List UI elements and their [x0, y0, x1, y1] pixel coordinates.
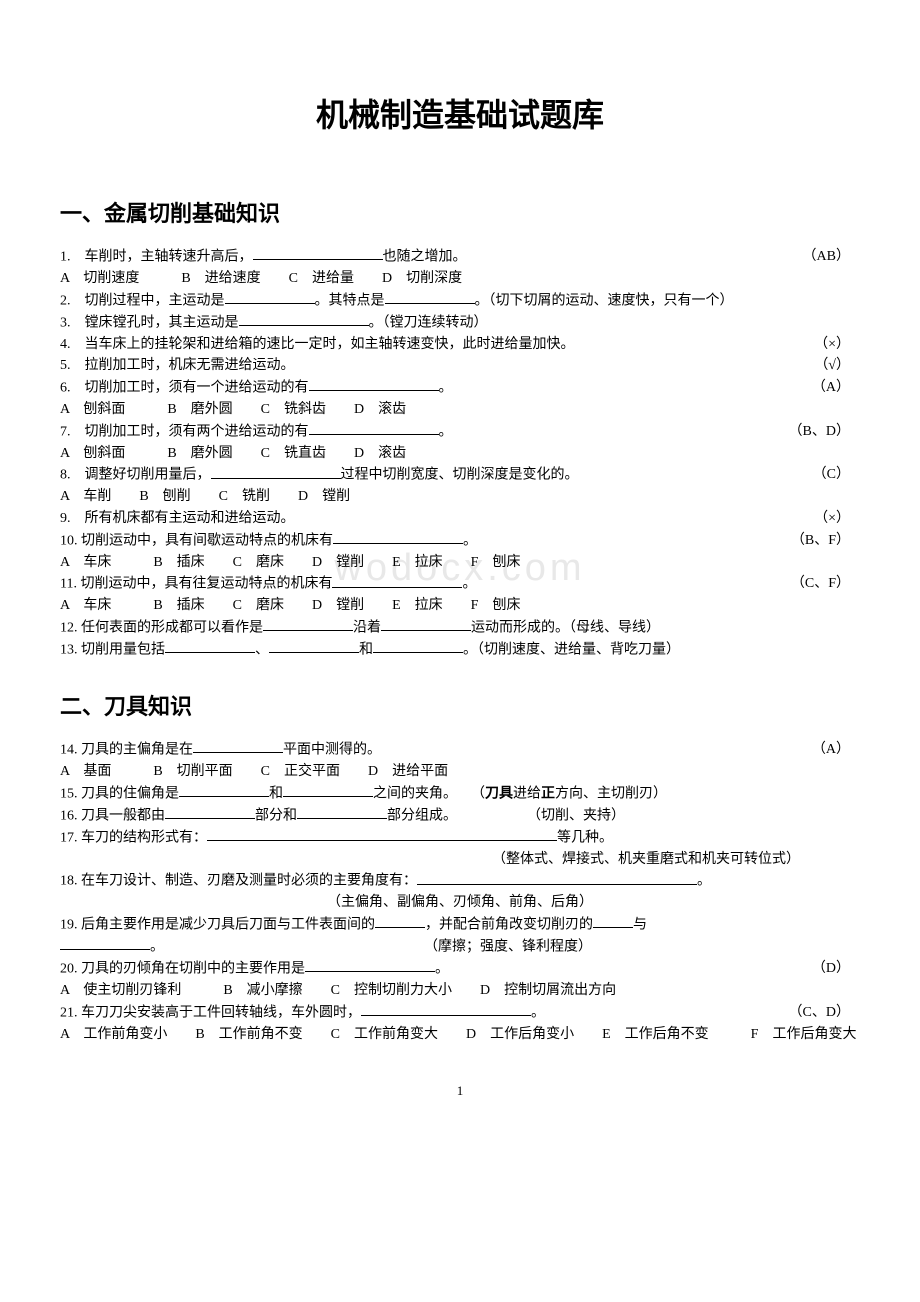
answer-10: （B、F） — [791, 530, 850, 552]
options-1: A 切削速度 B 进给速度 C 进给量 D 切削深度 — [60, 268, 860, 290]
answer-14: （A） — [812, 739, 850, 761]
question-5: 5. 拉削加工时，机床无需进给运动。（√） — [60, 355, 860, 377]
answer-4: （×） — [814, 334, 850, 356]
page-number: 1 — [60, 1083, 860, 1099]
question-11: 11. 切削运动中，具有往复运动特点的机床有。（C、F） — [60, 573, 860, 595]
options-10: A 车床 B 插床 C 磨床 D 镗削 E 拉床 F 刨床 — [60, 552, 860, 574]
answer-7: （B、D） — [789, 421, 850, 443]
question-19-line2: 。（摩擦；强度、锋利程度） — [60, 936, 860, 958]
question-14: 14. 刀具的主偏角是在平面中测得的。（A） — [60, 739, 860, 761]
question-18: 18. 在车刀设计、制造、刃磨及测量时必须的主要角度有：。 — [60, 870, 860, 892]
answer-1: （AB） — [803, 246, 850, 268]
section-2-heading: 二、刀具知识 — [60, 689, 860, 721]
question-10: 10. 切削运动中，具有间歇运动特点的机床有。（B、F） — [60, 530, 860, 552]
answer-20: （D） — [812, 958, 850, 980]
question-13: 13. 切削用量包括、和。（切削速度、进给量、背吃刀量） — [60, 639, 860, 661]
question-3: 3. 镗床镗孔时，其主运动是。（镗刀连续转动） — [60, 312, 860, 334]
section-1-heading: 一、金属切削基础知识 — [60, 196, 860, 228]
answer-6: （A） — [812, 377, 850, 399]
answer-21: （C、D） — [789, 1002, 850, 1024]
question-19: 19. 后角主要作用是减少刀具后刀面与工件表面间的，并配合前角改变切削刃的与 — [60, 914, 860, 936]
question-21: 21. 车刀刀尖安装高于工件回转轴线，车外圆时，。（C、D） — [60, 1002, 860, 1024]
answer-9: （×） — [814, 508, 850, 530]
question-15: 15. 刀具的住偏角是和之间的夹角。 （刀具进给正方向、主切削刃） — [60, 783, 860, 805]
answer-11: （C、F） — [791, 573, 850, 595]
options-20: A 使主切削刃锋利 B 减小摩擦 C 控制切削力大小 D 控制切屑流出方向 — [60, 980, 860, 1002]
question-12: 12. 任何表面的形成都可以看作是沿着运动而形成的。（母线、导线） — [60, 617, 860, 639]
question-2: 2. 切削过程中，主运动是。其特点是。（切下切屑的运动、速度快，只有一个） — [60, 290, 860, 312]
answer-8: （C） — [813, 464, 850, 486]
answer-5: （√） — [814, 355, 850, 377]
question-17: 17. 车刀的结构形式有：等几种。 — [60, 827, 860, 849]
options-14: A 基面 B 切削平面 C 正交平面 D 进给平面 — [60, 761, 860, 783]
question-18-sub: （主偏角、副偏角、刃倾角、前角、后角） — [60, 892, 860, 914]
question-7: 7. 切削加工时，须有两个进给运动的有。（B、D） — [60, 421, 860, 443]
question-4: 4. 当车床上的挂轮架和进给箱的速比一定时，如主轴转速变快，此时进给量加快。（×… — [60, 334, 860, 356]
question-8: 8. 调整好切削用量后，过程中切削宽度、切削深度是变化的。（C） — [60, 464, 860, 486]
options-6: A 刨斜面 B 磨外圆 C 铣斜齿 D 滚齿 — [60, 399, 860, 421]
question-20: 20. 刀具的刃倾角在切削中的主要作用是。（D） — [60, 958, 860, 980]
options-21: A 工作前角变小 B 工作前角不变 C 工作前角变大 D 工作后角变小 E 工作… — [60, 1024, 860, 1046]
document-title: 机械制造基础试题库 — [60, 90, 860, 136]
options-11: A 车床 B 插床 C 磨床 D 镗削 E 拉床 F 刨床 — [60, 595, 860, 617]
question-17-sub: （整体式、焊接式、机夹重磨式和机夹可转位式） — [60, 849, 860, 871]
question-9: 9. 所有机床都有主运动和进给运动。（×） — [60, 508, 860, 530]
question-16: 16. 刀具一般都由部分和部分组成。 （切削、夹持） — [60, 805, 860, 827]
options-7: A 刨斜面 B 磨外圆 C 铣直齿 D 滚齿 — [60, 443, 860, 465]
question-6: 6. 切削加工时，须有一个进给运动的有。（A） — [60, 377, 860, 399]
options-8: A 车削 B 刨削 C 铣削 D 镗削 — [60, 486, 860, 508]
question-1: 1. 车削时，主轴转速升高后，也随之增加。（AB） — [60, 246, 860, 268]
